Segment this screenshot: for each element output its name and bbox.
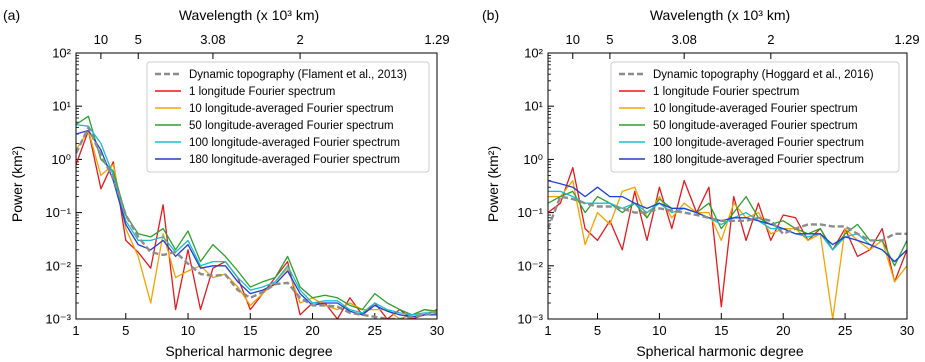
top-axis-label: Wavelength (x 10³ km) — [650, 7, 790, 23]
legend-entry: 50 longitude-averaged Fourier spectrum — [189, 120, 394, 132]
legend-entry: 50 longitude-averaged Fourier spectrum — [653, 120, 858, 132]
top-tick-label: 1.29 — [424, 32, 449, 47]
top-tick-label: 5 — [606, 32, 613, 47]
top-axis-label: Wavelength (x 10³ km) — [179, 7, 319, 23]
series-line — [548, 195, 907, 242]
top-tick-label: 2 — [767, 32, 774, 47]
legend-entry: 1 longitude Fourier spectrum — [653, 86, 799, 98]
y-tick-label: 10⁻² — [517, 258, 543, 273]
y-axis-label: Power (km²) — [9, 146, 25, 222]
x-tick-label: 15 — [243, 323, 257, 338]
legend-entry: Dynamic topography (Flament et al., 2013… — [189, 69, 407, 81]
legend-box — [610, 61, 900, 173]
x-tick-label: 20 — [305, 323, 319, 338]
x-tick-label: 10 — [181, 323, 195, 338]
series-line — [76, 129, 437, 319]
series-line — [76, 126, 437, 319]
x-tick-label: 5 — [122, 323, 129, 338]
x-tick-label: 25 — [368, 323, 382, 338]
panel-label-b: (b) — [482, 7, 499, 23]
legend-entry: 10 longitude-averaged Fourier spectrum — [653, 103, 858, 115]
legend-entry: 180 longitude-averaged Fourier spectrum — [653, 154, 864, 166]
series-line — [76, 129, 437, 318]
y-tick-label: 10² — [52, 46, 71, 61]
legend-entry: 180 longitude-averaged Fourier spectrum — [189, 154, 400, 166]
x-tick-label: 30 — [900, 323, 914, 338]
top-tick-label: 2 — [296, 32, 303, 47]
legend-entry: 10 longitude-averaged Fourier spectrum — [189, 103, 394, 115]
series-line — [548, 190, 907, 263]
y-tick-label: 10⁻¹ — [517, 205, 543, 220]
y-tick-label: 10⁻³ — [45, 312, 71, 327]
top-tick-label: 3.08 — [200, 32, 225, 47]
x-tick-label: 1 — [544, 323, 551, 338]
y-tick-label: 10⁰ — [51, 152, 71, 167]
y-axis-label: Power (km²) — [485, 146, 501, 222]
top-tick-label: 3.08 — [672, 32, 697, 47]
y-tick-label: 10⁻³ — [517, 312, 543, 327]
x-axis-label: Spherical harmonic degree — [165, 343, 333, 359]
top-tick-label: 10 — [94, 32, 108, 47]
top-tick-label: 5 — [135, 32, 142, 47]
x-tick-label: 30 — [430, 323, 444, 338]
y-tick-label: 10⁰ — [523, 152, 543, 167]
y-tick-label: 10¹ — [52, 99, 71, 114]
y-tick-label: 10⁻² — [45, 258, 71, 273]
x-axis-label: Spherical harmonic degree — [636, 343, 804, 359]
x-tick-label: 15 — [714, 323, 728, 338]
x-tick-label: 20 — [776, 323, 790, 338]
y-tick-label: 10⁻¹ — [45, 205, 71, 220]
plot-frame — [547, 52, 908, 320]
x-tick-label: 10 — [652, 323, 666, 338]
series-line — [76, 123, 437, 316]
plot-frame — [75, 52, 438, 320]
panel-label-a: (a) — [3, 7, 20, 23]
top-tick-label: 10 — [566, 32, 580, 47]
x-tick-label: 5 — [594, 323, 601, 338]
legend: Dynamic topography (Flament et al., 2013… — [146, 61, 430, 173]
series-line — [76, 115, 437, 316]
y-tick-label: 10¹ — [524, 99, 543, 114]
y-tick-label: 10² — [524, 46, 543, 61]
legend-entry: Dynamic topography (Hoggard et al., 2016… — [653, 69, 874, 81]
legend: Dynamic topography (Hoggard et al., 2016… — [610, 61, 900, 173]
series-line — [548, 179, 907, 263]
series-line — [548, 166, 907, 308]
top-tick-label: 1.29 — [894, 32, 919, 47]
x-tick-label: 1 — [72, 323, 79, 338]
legend-entry: 100 longitude-averaged Fourier spectrum — [653, 137, 864, 149]
legend-box — [146, 61, 430, 173]
legend-entry: 100 longitude-averaged Fourier spectrum — [189, 137, 400, 149]
legend-entry: 1 longitude Fourier spectrum — [189, 86, 335, 98]
x-tick-label: 25 — [838, 323, 852, 338]
